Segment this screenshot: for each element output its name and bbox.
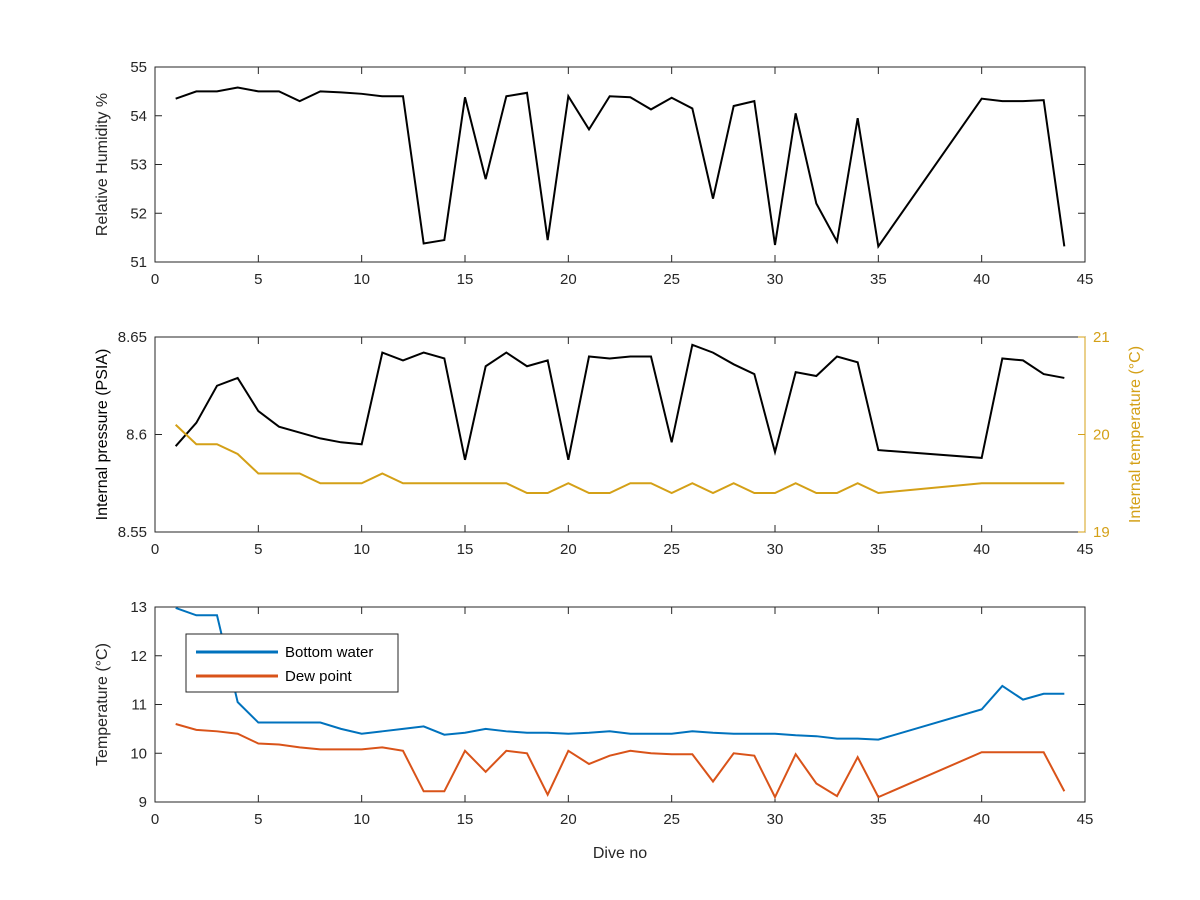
x-tick-label: 45	[1077, 541, 1094, 558]
x-tick-label: 35	[870, 541, 887, 558]
x-axis-label: Dive no	[593, 845, 647, 862]
series-line-dew-point	[175, 723, 1066, 800]
x-tick-label: 15	[457, 541, 474, 558]
x-tick-label: 5	[254, 541, 262, 558]
x-tick-label: 25	[663, 541, 680, 558]
x-tick-label: 0	[151, 811, 159, 828]
y-tick-label: 11	[131, 697, 147, 714]
x-tick-label: 10	[353, 811, 370, 828]
x-tick-label: 35	[870, 811, 887, 828]
y-axis-label: Temperature (°C)	[94, 643, 111, 766]
x-tick-label: 5	[254, 811, 262, 828]
axes-box	[154, 66, 1086, 263]
x-tick-label: 20	[560, 271, 577, 288]
x-tick-label: 15	[457, 271, 474, 288]
y-tick-label: 10	[130, 745, 147, 762]
x-tick-label: 45	[1077, 811, 1094, 828]
legend-label: Dew point	[285, 668, 353, 685]
y-tick-label: 8.55	[118, 524, 147, 541]
y-right-tick-label: 21	[1093, 329, 1110, 346]
x-tick-label: 20	[560, 811, 577, 828]
series-line-2	[174, 424, 1065, 495]
y-axis-label: Internal pressure (PSIA)	[94, 349, 111, 521]
chart-panel-1: 0 5 10 15 20 25 30 35 40 45 51 52 53 54 55 Relative Hum…	[94, 59, 1093, 288]
x-tick-label: 25	[663, 271, 680, 288]
chart-panel-2: 0 5 10 15 20 25 30 35 40 45 8.55 8.6 8.65 19 20 21 Inter…	[94, 329, 1144, 558]
y-tick-label: 9	[139, 794, 147, 811]
y-right-axis-label: Internal temperature (°C)	[1127, 346, 1144, 523]
series-line-bottom-water	[175, 607, 1065, 741]
y-axis-label: Relative Humidity %	[94, 93, 111, 236]
series-line-1	[174, 343, 1065, 461]
x-tick-label: 35	[870, 271, 887, 288]
y-right-tick-label: 20	[1093, 427, 1110, 444]
x-tick-label: 45	[1077, 271, 1094, 288]
y-tick-label: 51	[130, 254, 147, 271]
x-tick-label: 30	[767, 271, 784, 288]
chart-panel-3: 0 5 10 15 20 25 30 35 40 45 9 10 11 12 13 Temperature (…	[94, 599, 1093, 862]
x-tick-label: 15	[457, 811, 474, 828]
x-tick-label: 40	[973, 811, 990, 828]
y-right-tick-label: 19	[1093, 524, 1110, 541]
legend-label: Bottom water	[285, 644, 373, 661]
y-tick-label: 12	[130, 648, 147, 665]
x-tick-label: 40	[973, 271, 990, 288]
y-tick-label: 52	[130, 205, 147, 222]
x-tick-label: 10	[353, 271, 370, 288]
y-tick-label: 55	[130, 59, 147, 76]
y-tick-label: 53	[130, 157, 147, 174]
y-tick-label: 13	[130, 599, 147, 616]
legend-box	[185, 633, 399, 693]
x-tick-label: 30	[767, 541, 784, 558]
x-tick-label: 25	[663, 811, 680, 828]
y-tick-label: 54	[130, 108, 147, 125]
axes-box	[154, 336, 1086, 533]
x-tick-label: 0	[151, 541, 159, 558]
series-line-1	[175, 86, 1066, 249]
y-tick-label: 8.6	[126, 427, 147, 444]
x-tick-label: 30	[767, 811, 784, 828]
x-tick-label: 20	[560, 541, 577, 558]
x-tick-label: 10	[353, 541, 370, 558]
x-tick-label: 40	[973, 541, 990, 558]
y-tick-label: 8.65	[118, 329, 147, 346]
x-tick-label: 0	[151, 271, 159, 288]
x-tick-label: 5	[254, 271, 262, 288]
